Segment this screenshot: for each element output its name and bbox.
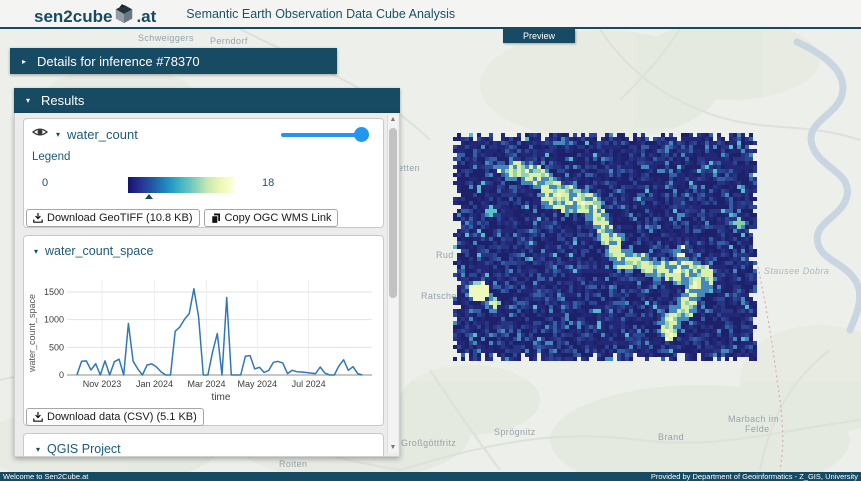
svg-text:Mar 2024: Mar 2024 (187, 379, 225, 389)
eye-visibility-icon[interactable] (31, 125, 49, 143)
sen2cube-logo[interactable]: sen2cube .at (34, 0, 156, 27)
svg-text:water_count_space: water_count_space (27, 294, 37, 373)
chevron-down-icon: ▾ (26, 96, 31, 105)
chart-caret-icon: ▾ (34, 246, 39, 256)
app-header: sen2cube .at Semantic Earth Observation … (0, 0, 861, 29)
preview-tab[interactable]: Preview (503, 29, 575, 43)
svg-text:May 2024: May 2024 (237, 379, 277, 389)
opacity-slider-knob[interactable] (354, 126, 369, 142)
qgis-card-header[interactable]: ▾ QGIS Project (36, 442, 121, 456)
chart-card-header[interactable]: ▾ water_count_space (34, 244, 153, 258)
opacity-slider[interactable] (281, 126, 369, 142)
results-panel-body: ▾ water_count Legend 0 18 (14, 113, 400, 457)
water-count-space-card: ▾ water_count_space 0 500 1000 1500 Nov 2023… (23, 235, 384, 426)
results-scrollbar-thumb[interactable] (389, 128, 397, 298)
logo-text: sen2cube (34, 7, 113, 26)
layer-row: ▾ water_count (31, 125, 369, 143)
water-count-raster-overlay[interactable] (453, 133, 760, 361)
legend-title: Legend (32, 151, 71, 163)
download-geotiff-label: Download GeoTIFF (10.8 KB) (47, 212, 193, 224)
layer-caret-icon[interactable]: ▾ (56, 129, 61, 139)
results-scrollbar[interactable]: ▲ ▼ (387, 115, 398, 453)
legend-max-value: 18 (262, 177, 275, 189)
download-icon (33, 213, 43, 223)
qgis-project-card: ▾ QGIS Project (23, 433, 384, 456)
legend-color-ramp (128, 177, 234, 193)
results-panel: ▾ Results ▾ water_count (14, 88, 400, 457)
basemap-forest-patches (0, 20, 861, 481)
opacity-slider-track[interactable] (281, 132, 365, 137)
svg-text:1500: 1500 (44, 287, 64, 297)
basemap-river-kamp (793, 38, 861, 334)
details-panel-title: Details for inference #78370 (37, 53, 200, 69)
layer-name: water_count (67, 126, 138, 142)
qgis-card-title: QGIS Project (47, 442, 121, 456)
svg-text:500: 500 (49, 342, 64, 352)
status-footer: Welcome to Sen2Cube.at Provided by Depar… (0, 472, 861, 481)
page-title: Semantic Earth Observation Data Cube Ana… (186, 6, 456, 21)
water-count-layer-card: ▾ water_count Legend 0 18 (23, 118, 384, 228)
basemap-district-boundary (756, 261, 784, 471)
logo-suffix: .at (136, 7, 157, 26)
legend-min-value: 0 (42, 177, 49, 189)
svg-text:Jul 2024: Jul 2024 (292, 379, 326, 389)
copy-wms-link-button[interactable]: Copy OGC WMS Link (203, 209, 339, 227)
svg-text:1000: 1000 (44, 315, 64, 325)
download-icon (33, 412, 43, 422)
download-csv-label: Download data (CSV) (5.1 KB) (47, 411, 197, 423)
results-panel-title: Results (41, 93, 85, 108)
footer-welcome-text: Welcome to Sen2Cube.at (3, 472, 89, 481)
scroll-up-arrow-icon[interactable]: ▲ (389, 116, 397, 123)
results-panel-header[interactable]: ▾ Results (14, 88, 400, 113)
svg-text:0: 0 (59, 370, 64, 380)
legend-marker-icon (145, 194, 153, 199)
cube-logo-icon (113, 3, 135, 30)
copy-wms-label: Copy OGC WMS Link (224, 212, 332, 224)
download-csv-button[interactable]: Download data (CSV) (5.1 KB) (26, 408, 204, 426)
details-panel-header[interactable]: ▸ Details for inference #78370 (10, 48, 337, 74)
qgis-caret-icon: ▾ (36, 444, 41, 454)
water-count-space-chart: 0 500 1000 1500 Nov 2023 Jan 2024 Mar 2024 May … (27, 280, 372, 403)
chart-card-title: water_count_space (45, 244, 154, 258)
svg-text:Nov 2023: Nov 2023 (83, 379, 122, 389)
copy-icon (210, 213, 220, 224)
svg-text:Jan 2024: Jan 2024 (136, 379, 173, 389)
download-geotiff-button[interactable]: Download GeoTIFF (10.8 KB) (26, 209, 200, 227)
layer-buttons-row: Download GeoTIFF (10.8 KB) Copy OGC WMS … (26, 209, 339, 227)
chevron-right-icon: ▸ (22, 56, 27, 66)
scroll-down-arrow-icon[interactable]: ▼ (389, 444, 397, 451)
svg-text:time: time (212, 392, 231, 403)
footer-provider-text: Provided by Department of Geoinformatics… (650, 472, 858, 481)
